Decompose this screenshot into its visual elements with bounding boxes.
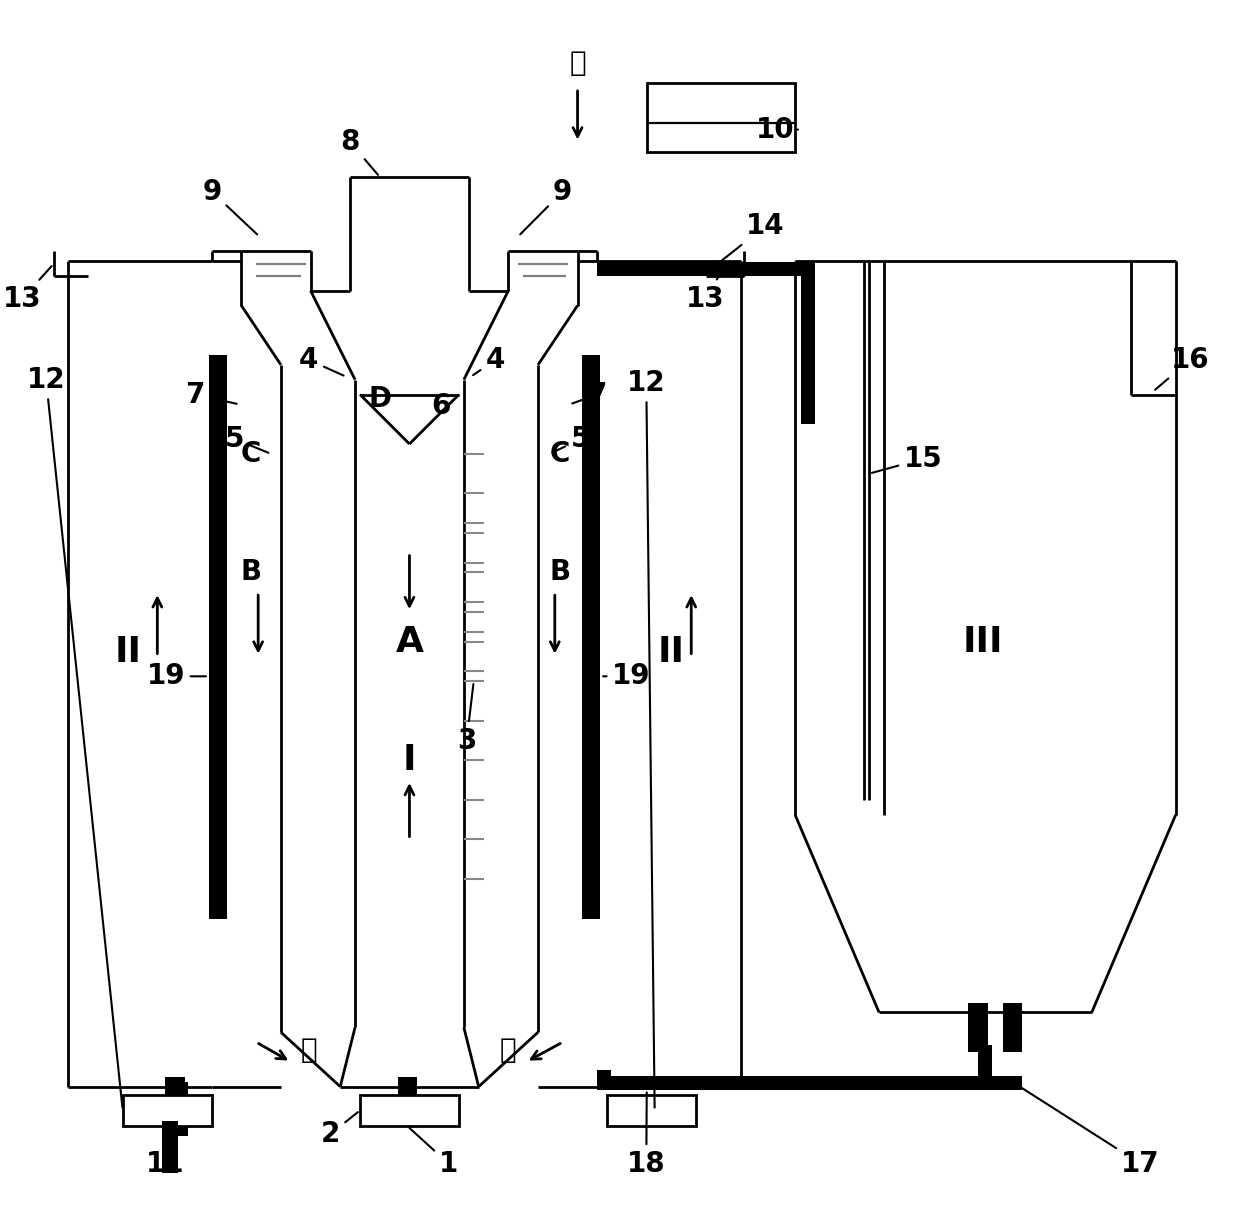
Bar xyxy=(647,83,795,153)
Bar xyxy=(174,1082,188,1136)
Text: D: D xyxy=(368,386,392,414)
Text: 13: 13 xyxy=(2,266,52,313)
Text: 12: 12 xyxy=(27,366,123,1108)
Text: 气: 气 xyxy=(569,49,585,78)
Text: 7: 7 xyxy=(572,381,606,409)
Text: C: C xyxy=(549,440,570,468)
Text: 3: 3 xyxy=(456,684,476,754)
Bar xyxy=(978,1045,992,1089)
Bar xyxy=(598,262,815,276)
Text: 7: 7 xyxy=(186,381,237,409)
Text: 8: 8 xyxy=(341,128,378,175)
Text: B: B xyxy=(241,558,262,586)
Bar xyxy=(165,1077,185,1126)
Text: 18: 18 xyxy=(627,1093,666,1178)
Bar xyxy=(208,355,227,919)
Text: 14: 14 xyxy=(708,212,784,271)
Text: 5: 5 xyxy=(552,425,590,453)
Text: 4: 4 xyxy=(472,346,505,376)
Text: 16: 16 xyxy=(1156,346,1209,389)
Bar xyxy=(123,1094,212,1126)
Text: A: A xyxy=(396,625,424,659)
Text: 泥: 泥 xyxy=(500,1036,517,1064)
Text: III: III xyxy=(962,625,1003,659)
Text: I: I xyxy=(403,743,417,777)
Text: 19: 19 xyxy=(603,663,651,690)
Text: 9: 9 xyxy=(202,177,257,234)
Bar xyxy=(598,1069,611,1089)
Text: 5: 5 xyxy=(224,425,269,453)
Text: 11: 11 xyxy=(146,1138,185,1178)
Text: 1: 1 xyxy=(409,1129,459,1178)
Bar xyxy=(598,1076,1023,1089)
Text: 17: 17 xyxy=(1006,1077,1159,1178)
Text: 2: 2 xyxy=(321,1112,358,1148)
Text: C: C xyxy=(241,440,262,468)
Text: II: II xyxy=(114,634,141,669)
Text: 13: 13 xyxy=(686,266,725,313)
Text: 15: 15 xyxy=(872,445,942,473)
Text: 12: 12 xyxy=(627,368,666,1108)
Bar xyxy=(968,1003,988,1052)
Bar xyxy=(398,1077,418,1126)
Text: 4: 4 xyxy=(299,346,343,376)
Text: 19: 19 xyxy=(146,663,206,690)
Bar xyxy=(583,355,600,919)
Text: II: II xyxy=(658,634,684,669)
Text: B: B xyxy=(549,558,570,586)
Bar xyxy=(801,262,815,424)
Text: 6: 6 xyxy=(432,392,451,420)
Text: 10: 10 xyxy=(755,116,799,144)
Text: 泥: 泥 xyxy=(300,1036,317,1064)
Bar xyxy=(608,1094,696,1126)
Bar xyxy=(162,1121,179,1173)
Bar xyxy=(1003,1003,1023,1052)
Bar xyxy=(360,1094,459,1126)
Text: 9: 9 xyxy=(521,177,572,234)
